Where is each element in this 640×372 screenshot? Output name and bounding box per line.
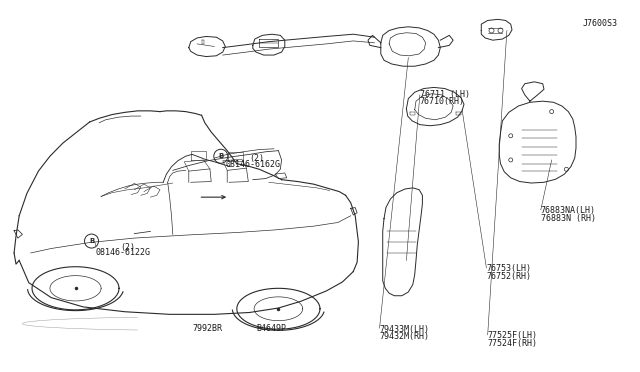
Text: 79433M(LH): 79433M(LH) bbox=[380, 325, 429, 334]
Text: B: B bbox=[89, 238, 94, 244]
Text: B: B bbox=[218, 153, 223, 159]
Text: B4649P: B4649P bbox=[257, 324, 287, 333]
Text: 77524F(RH): 77524F(RH) bbox=[488, 339, 538, 347]
Text: J7600S3: J7600S3 bbox=[582, 19, 618, 28]
Text: 77525F(LH): 77525F(LH) bbox=[488, 331, 538, 340]
Text: 08146-6122G: 08146-6122G bbox=[96, 248, 151, 257]
Text: (2): (2) bbox=[120, 243, 135, 251]
Text: 76752(RH): 76752(RH) bbox=[486, 272, 531, 280]
Text: (2): (2) bbox=[250, 154, 264, 163]
Text: 76883NA(LH): 76883NA(LH) bbox=[541, 206, 596, 215]
Text: 79432M(RH): 79432M(RH) bbox=[380, 332, 429, 341]
Text: 76753(LH): 76753(LH) bbox=[486, 264, 531, 273]
Text: 08146-6162G: 08146-6162G bbox=[226, 160, 281, 169]
Text: 76710(RH): 76710(RH) bbox=[420, 97, 465, 106]
Text: 7992BR: 7992BR bbox=[192, 324, 222, 333]
Text: 76883N (RH): 76883N (RH) bbox=[541, 214, 596, 222]
Text: 76711 (LH): 76711 (LH) bbox=[420, 90, 470, 99]
